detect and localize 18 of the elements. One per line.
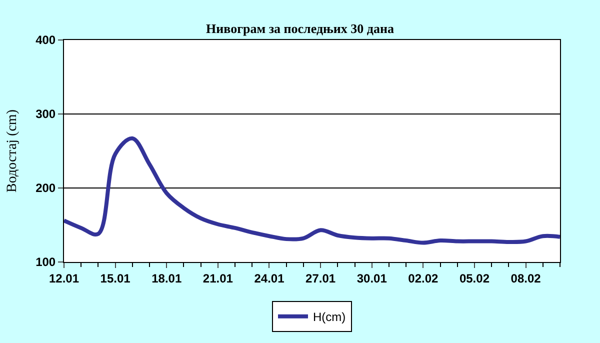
line-series [64,136,560,245]
y-tick-label: 100 [36,255,56,270]
x-tick-label: 08.02 [510,271,542,286]
x-tick-label: 18.01 [152,271,182,286]
legend-label: H(cm) [313,310,346,324]
x-tick-label: 24.01 [254,271,285,286]
x-tick-label: 27.01 [306,271,336,286]
x-tick-label: 15.01 [100,271,131,286]
x-tick-label: 21.01 [202,271,234,286]
x-tick-label: 02.02 [408,271,439,286]
x-tick-label: 12.01 [48,271,80,286]
x-tick-label: 05.02 [459,271,490,286]
chart-title: Нивограм за последњих 30 дана [206,21,394,36]
y-tick-label: 400 [36,33,56,48]
y-tick-label: 200 [36,181,56,196]
x-tick-label: 30.01 [356,271,388,286]
y-axis-title: Водостај (cm) [5,109,20,192]
y-tick-label: 300 [36,107,56,122]
